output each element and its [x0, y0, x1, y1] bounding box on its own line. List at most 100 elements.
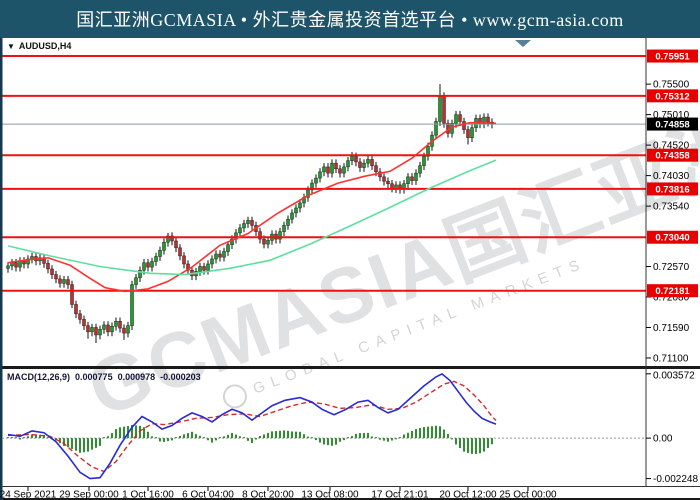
candle-up	[286, 218, 290, 226]
candle-up	[314, 177, 318, 184]
candle-up	[114, 321, 118, 327]
price-tick-label: 0.75010	[653, 110, 690, 121]
candle-up	[198, 266, 202, 272]
candle-down	[466, 129, 470, 138]
candle-down	[410, 176, 414, 181]
price-tick-label: 0.74030	[653, 171, 690, 182]
candle-up	[102, 324, 106, 330]
candle-up	[90, 327, 94, 333]
candle-up	[226, 244, 230, 252]
candle-up	[142, 262, 146, 271]
panel-separator	[0, 366, 700, 369]
time-tick-label: 20 Oct 12:00	[439, 490, 497, 500]
candle-down	[386, 180, 390, 184]
candle-down	[78, 313, 82, 320]
candle-up	[362, 162, 366, 168]
candle-up	[406, 176, 410, 184]
candle-up	[282, 225, 286, 232]
sr-price-badge-label: 0.73040	[655, 233, 689, 244]
sr-price-badge	[647, 148, 698, 162]
candle-up	[434, 121, 438, 136]
candle-up	[126, 325, 130, 334]
candle-up	[298, 202, 302, 209]
price-chart-canvas[interactable]: 0.75500 0.75010 0.74520 0.74030 0.73540 0.725…	[0, 38, 700, 500]
candle-down	[354, 156, 358, 163]
macd-signal-line	[7, 380, 497, 473]
candle-down	[146, 262, 150, 268]
ma-red-line	[7, 121, 497, 293]
down-arrow-marker[interactable]	[515, 40, 531, 47]
candle-down	[50, 268, 54, 275]
candle-up	[454, 114, 458, 124]
candle-down	[174, 240, 178, 249]
candle-up	[246, 220, 250, 224]
time-tick-label: 8 Oct 20:00	[242, 490, 294, 500]
candle-up	[158, 250, 162, 257]
candle-up	[294, 207, 298, 214]
candle-up	[318, 171, 322, 179]
sr-price-badge-label: 0.75312	[655, 91, 689, 102]
brand-banner: 国汇亚洲GCMASIA • 外汇贵金属投资首选平台 • www.gcm-asia…	[0, 0, 700, 38]
candle-down	[250, 220, 254, 226]
sr-price-badge	[647, 49, 698, 63]
candle-up	[206, 263, 210, 271]
candle-down	[358, 161, 362, 168]
ma-green-line	[7, 159, 497, 276]
sr-price-badge	[647, 230, 698, 244]
time-tick-label: 17 Oct 21:01	[371, 490, 429, 500]
candle-down	[326, 166, 330, 174]
candle-down	[82, 319, 86, 326]
candle-down	[486, 116, 490, 123]
time-tick-label: 24 Sep 2021	[0, 490, 57, 500]
time-tick-label: 29 Sep 00:00	[59, 490, 119, 500]
sr-price-badge-label: 0.74358	[655, 151, 689, 162]
candle-down	[106, 324, 110, 333]
macd-name: MACD(12,26,9)	[7, 372, 71, 382]
macd-tick-label: 0.00	[653, 434, 673, 445]
price-tick-label: 0.72570	[653, 262, 690, 273]
left-border	[0, 38, 3, 500]
bottom-border	[0, 498, 700, 500]
symbol-timeframe-label[interactable]: ▼ AUDUSD,H4	[7, 41, 71, 51]
candle-up	[290, 212, 294, 220]
candle-up	[150, 261, 154, 268]
sr-price-badge	[647, 284, 698, 298]
candle-up	[238, 227, 242, 234]
candle-down	[46, 263, 50, 270]
candle-up	[414, 172, 418, 181]
time-tick-label: 6 Oct 04:00	[182, 490, 234, 500]
candle-down	[218, 253, 222, 258]
candle-down	[178, 247, 182, 257]
candle-down	[458, 114, 462, 122]
candle-down	[66, 279, 70, 285]
dropdown-icon[interactable]: ▼	[7, 41, 15, 51]
candle-up	[418, 165, 422, 174]
candle-down	[58, 278, 62, 284]
candle-down	[442, 95, 446, 124]
candle-down	[202, 266, 206, 271]
price-tick-label: 0.72080	[653, 292, 690, 303]
candle-up	[278, 231, 282, 240]
candle-up	[426, 146, 430, 157]
candle-up	[210, 258, 214, 265]
chart-area[interactable]: GCMASIA国汇亚洲 GLOBAL CAPITAL MARKETS 0.755…	[0, 38, 700, 500]
candle-down	[14, 262, 18, 268]
sr-price-badge-label: 0.73816	[655, 184, 689, 195]
current-price-badge	[647, 117, 698, 131]
candle-down	[182, 255, 186, 265]
candle-down	[74, 304, 78, 315]
candle-down	[70, 284, 74, 305]
candle-up	[242, 223, 246, 229]
macd-value-main: 0.000775	[75, 372, 113, 382]
macd-indicator-label: MACD(12,26,9) 0.000775 0.000978 -0.00020…	[7, 372, 201, 382]
candle-down	[374, 165, 378, 173]
candle-down	[338, 168, 342, 174]
candle-down	[334, 162, 338, 170]
candle-down	[462, 121, 466, 130]
candle-up	[138, 269, 142, 278]
candle-up	[266, 240, 270, 245]
macd-tick-label: 0.003572	[653, 371, 695, 382]
candle-up	[110, 325, 114, 333]
sr-price-badge	[647, 182, 698, 196]
